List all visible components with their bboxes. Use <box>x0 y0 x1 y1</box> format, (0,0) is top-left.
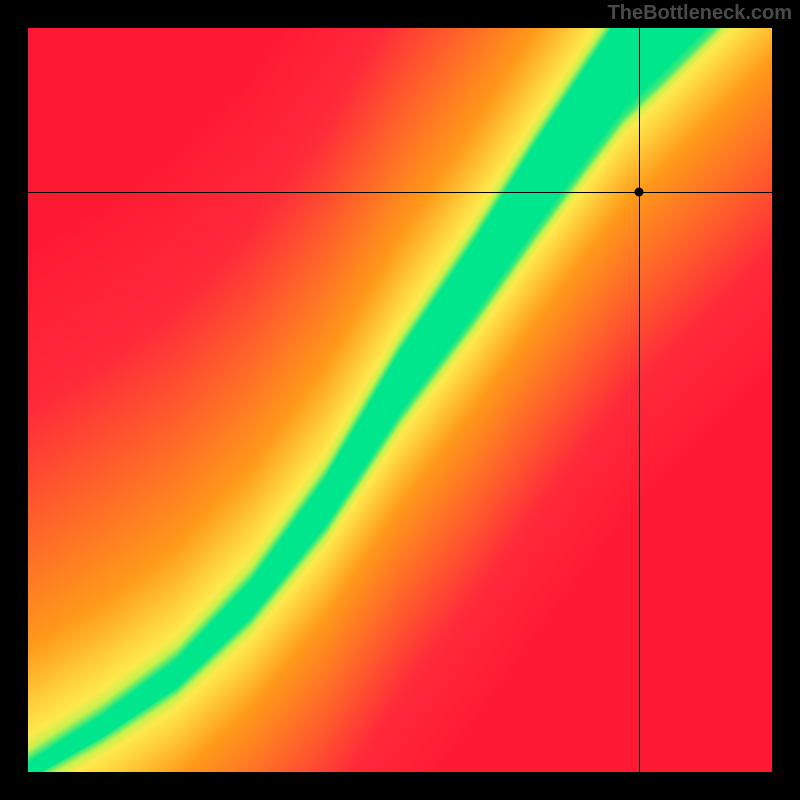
chart-container: TheBottleneck.com <box>0 0 800 800</box>
crosshair-marker <box>634 187 643 196</box>
watermark-label: TheBottleneck.com <box>608 2 792 25</box>
heatmap-canvas <box>28 28 772 772</box>
plot-area <box>28 28 772 772</box>
crosshair-vertical <box>639 28 640 772</box>
crosshair-horizontal <box>28 192 772 193</box>
